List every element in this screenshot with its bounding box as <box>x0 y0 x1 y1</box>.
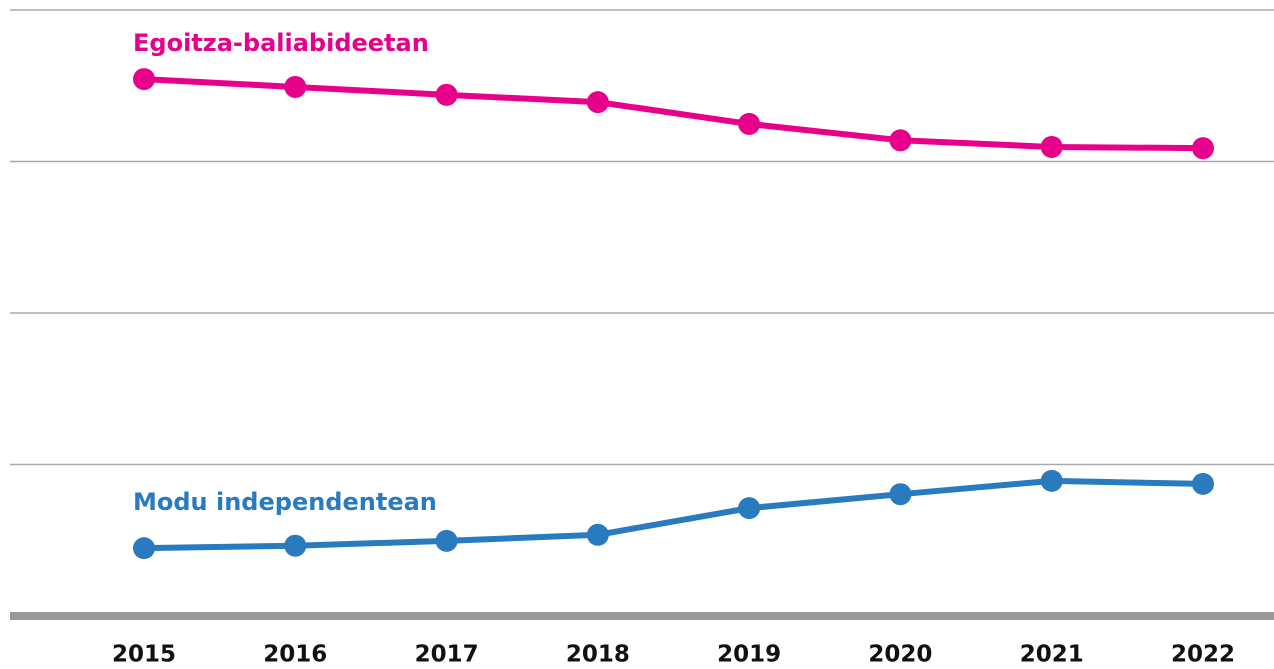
x-tick-label: 2019 <box>717 642 781 668</box>
point <box>586 91 609 114</box>
series-line <box>143 76 1204 152</box>
point <box>133 68 155 91</box>
point <box>435 529 458 552</box>
point <box>738 112 761 135</box>
x-tick-label: 2015 <box>112 642 176 668</box>
point <box>435 83 458 106</box>
point <box>1192 137 1214 160</box>
point <box>586 523 609 546</box>
x-tick-label: 2016 <box>263 642 327 668</box>
x-tick-label: 2022 <box>1171 642 1235 668</box>
point <box>889 129 912 152</box>
series-line <box>143 477 1204 552</box>
point <box>284 534 307 557</box>
series-label: Egoitza-baliabideetan <box>133 29 429 57</box>
x-tick-label: 2021 <box>1020 642 1084 668</box>
x-tick-label: 2020 <box>868 642 932 668</box>
point <box>284 75 307 98</box>
point <box>1040 469 1063 492</box>
series-label: Modu independentean <box>133 488 437 516</box>
point <box>738 497 761 520</box>
point <box>133 537 155 560</box>
point <box>1192 472 1214 495</box>
point <box>889 483 912 506</box>
x-tick-label: 2017 <box>415 642 479 668</box>
x-tick-label: 2018 <box>566 642 630 668</box>
point <box>1040 135 1063 158</box>
